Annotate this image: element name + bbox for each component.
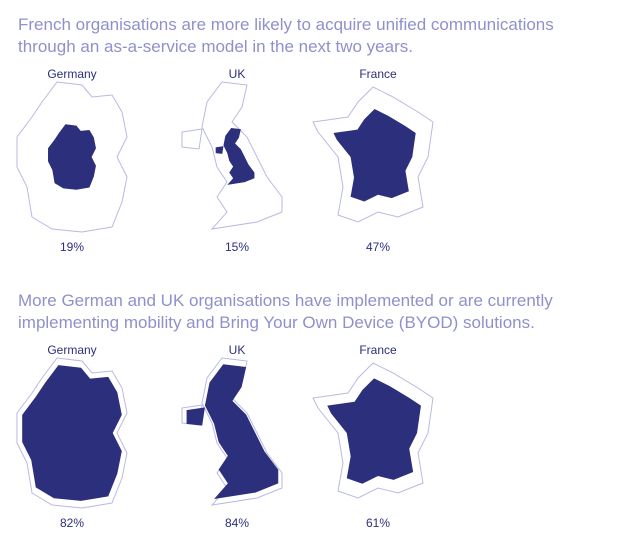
percent-label: 47% (366, 240, 390, 254)
country-outline (312, 362, 434, 499)
country-share (186, 364, 279, 499)
percent-label: 84% (225, 516, 249, 530)
country-label: UK (229, 67, 246, 81)
country-label: France (359, 67, 397, 81)
country-share (22, 365, 122, 501)
percent-label: 19% (60, 240, 84, 254)
country-label: Germany (47, 343, 96, 357)
country-outline (181, 81, 283, 230)
country-outline (312, 86, 434, 223)
section-title: French organisations are more likely to … (18, 15, 554, 56)
country-label: Germany (47, 67, 96, 81)
country-label: UK (229, 343, 246, 357)
country-share (48, 124, 96, 190)
percent-label: 15% (225, 240, 249, 254)
country-outline (16, 357, 128, 509)
country-outline (16, 81, 128, 233)
country-label: France (359, 343, 397, 357)
country-share (333, 109, 416, 202)
section-title: More German and UK organisations have im… (18, 291, 553, 332)
country-share (327, 378, 421, 484)
percent-label: 61% (366, 516, 390, 530)
map-row: Germany 19% UK 15% France 47% (16, 67, 434, 254)
percent-label: 82% (60, 516, 84, 530)
map-row: Germany 82% UK 84% France 61% (16, 343, 434, 530)
country-share (215, 127, 255, 185)
